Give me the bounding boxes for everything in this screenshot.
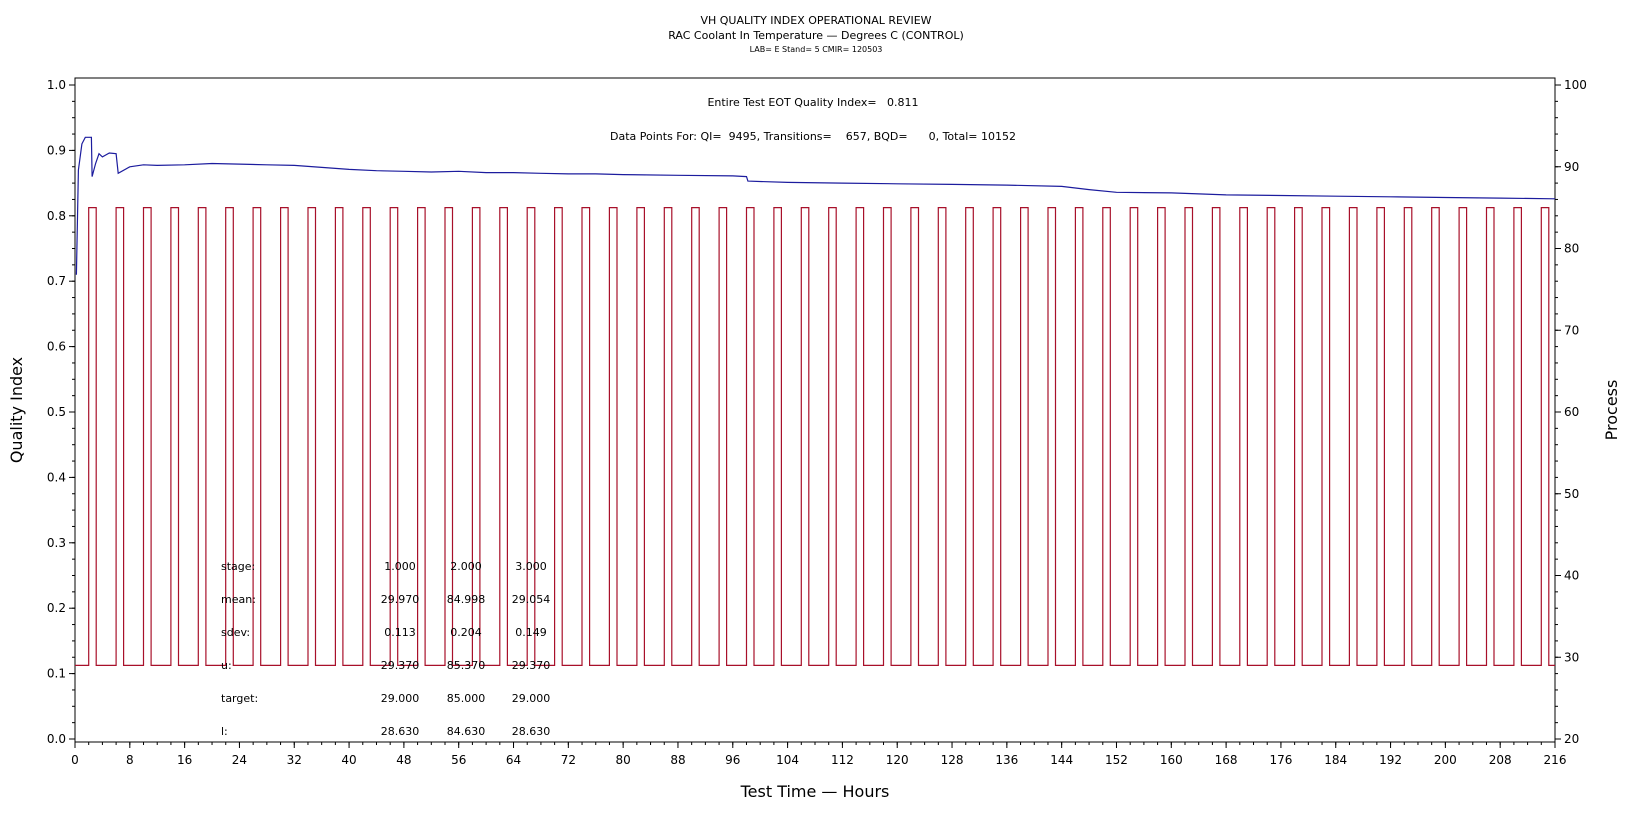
process-series [75, 207, 1555, 667]
y-tick-label: 0.8 [47, 209, 66, 223]
x-tick-label: 32 [287, 753, 302, 767]
y-tick-label: 0.4 [47, 470, 66, 484]
stats-cell: 1.000 [384, 560, 416, 573]
y-axis-right: 20 30 40 50 60 70 80 90 100 [1555, 78, 1587, 746]
stats-cell: 28.630 [512, 725, 551, 738]
stats-cell: 84.998 [447, 593, 486, 606]
y-tick-label: 0.1 [47, 667, 66, 681]
x-tick-label: 8 [126, 753, 134, 767]
x-tick-label: 88 [670, 753, 685, 767]
stats-cell: 85.000 [447, 692, 486, 705]
y-tick-label: 0.9 [47, 143, 66, 157]
y-tick-label: 0.3 [47, 536, 66, 550]
stats-cell: 29.370 [512, 659, 551, 672]
x-axis-label: Test Time — Hours [740, 782, 890, 801]
x-tick-label: 184 [1324, 753, 1347, 767]
x-tick-label: 80 [616, 753, 631, 767]
x-tick-label: 200 [1434, 753, 1457, 767]
x-tick-label: 24 [232, 753, 247, 767]
data-points-annotation: Data Points For: QI= 9495, Transitions= … [610, 130, 1016, 143]
x-tick-label: 96 [725, 753, 740, 767]
y2-tick-label: 90 [1564, 160, 1579, 174]
y2-tick-label: 20 [1564, 732, 1579, 746]
stats-cell: 3.000 [515, 560, 547, 573]
x-tick-label: 208 [1489, 753, 1512, 767]
x-axis: 0 8 16 24 32 40 48 56 64 72 80 88 96 104 112 120 128 136 1… [71, 742, 1566, 767]
y2-tick-label: 60 [1564, 405, 1579, 419]
x-tick-label: 152 [1105, 753, 1128, 767]
x-tick-label: 72 [561, 753, 576, 767]
stats-row-label: u: [221, 659, 232, 672]
stats-row-label: l: [221, 725, 228, 738]
x-tick-label: 40 [341, 753, 356, 767]
stats-cell: 29.054 [512, 593, 551, 606]
quality-index-series [75, 136, 1556, 275]
x-tick-label: 104 [776, 753, 799, 767]
stats-cell: 29.000 [512, 692, 551, 705]
x-tick-label: 160 [1160, 753, 1183, 767]
x-tick-label: 0 [71, 753, 79, 767]
y-tick-label: 1.0 [47, 78, 66, 92]
stats-row-label: stage: [221, 560, 255, 573]
stats-cell: 0.149 [515, 626, 547, 639]
stats-cell: 0.204 [450, 626, 482, 639]
x-tick-label: 192 [1379, 753, 1402, 767]
y2-tick-label: 70 [1564, 323, 1579, 337]
x-tick-label: 48 [396, 753, 411, 767]
stats-cell: 0.113 [384, 626, 416, 639]
y2-tick-label: 100 [1564, 78, 1587, 92]
stats-cell: 29.370 [381, 659, 420, 672]
y2-tick-label: 50 [1564, 487, 1579, 501]
x-tick-label: 128 [941, 753, 964, 767]
x-tick-label: 216 [1544, 753, 1567, 767]
stats-cell: 29.000 [381, 692, 420, 705]
y2-tick-label: 30 [1564, 650, 1579, 664]
stats-row-label: target: [221, 692, 258, 705]
stats-cell: 29.970 [381, 593, 420, 606]
stats-cell: 28.630 [381, 725, 420, 738]
y-axis-label: Quality Index [7, 357, 26, 463]
stats-row-label: mean: [221, 593, 256, 606]
x-tick-label: 168 [1215, 753, 1238, 767]
y-axis-left: 0.0 0.1 0.2 0.3 0.4 0.5 0.6 0.7 0.8 0.9 1.0 [47, 78, 75, 746]
chart-subtitle: RAC Coolant In Temperature — Degrees C (… [668, 29, 964, 42]
stats-table: stage: 1.000 2.000 3.000 mean: 29.970 84.998 29… [221, 560, 550, 738]
chart-title: VH QUALITY INDEX OPERATIONAL REVIEW [700, 14, 931, 27]
stats-cell: 2.000 [450, 560, 482, 573]
x-tick-label: 120 [886, 753, 909, 767]
x-tick-label: 56 [451, 753, 466, 767]
stats-cell: 85.370 [447, 659, 486, 672]
y-tick-label: 0.0 [47, 732, 66, 746]
x-tick-label: 176 [1269, 753, 1292, 767]
y2-axis-label: Process [1602, 380, 1621, 441]
stats-cell: 84.630 [447, 725, 486, 738]
x-tick-label: 16 [177, 753, 192, 767]
x-tick-label: 144 [1050, 753, 1073, 767]
plot-frame [74, 77, 1556, 743]
y-tick-label: 0.7 [47, 274, 66, 288]
y-tick-label: 0.5 [47, 405, 66, 419]
stats-row-label: sdev: [221, 626, 250, 639]
chart-subsubtitle: LAB= E Stand= 5 CMIR= 120503 [750, 45, 883, 54]
y2-tick-label: 80 [1564, 242, 1579, 256]
series-layer [75, 136, 1556, 667]
quality-index-annotation: Entire Test EOT Quality Index= 0.811 [707, 96, 918, 109]
x-tick-label: 112 [831, 753, 854, 767]
y-tick-label: 0.2 [47, 601, 66, 615]
x-tick-label: 64 [506, 753, 521, 767]
x-tick-label: 136 [995, 753, 1018, 767]
y-tick-label: 0.6 [47, 340, 66, 354]
y2-tick-label: 40 [1564, 569, 1579, 583]
